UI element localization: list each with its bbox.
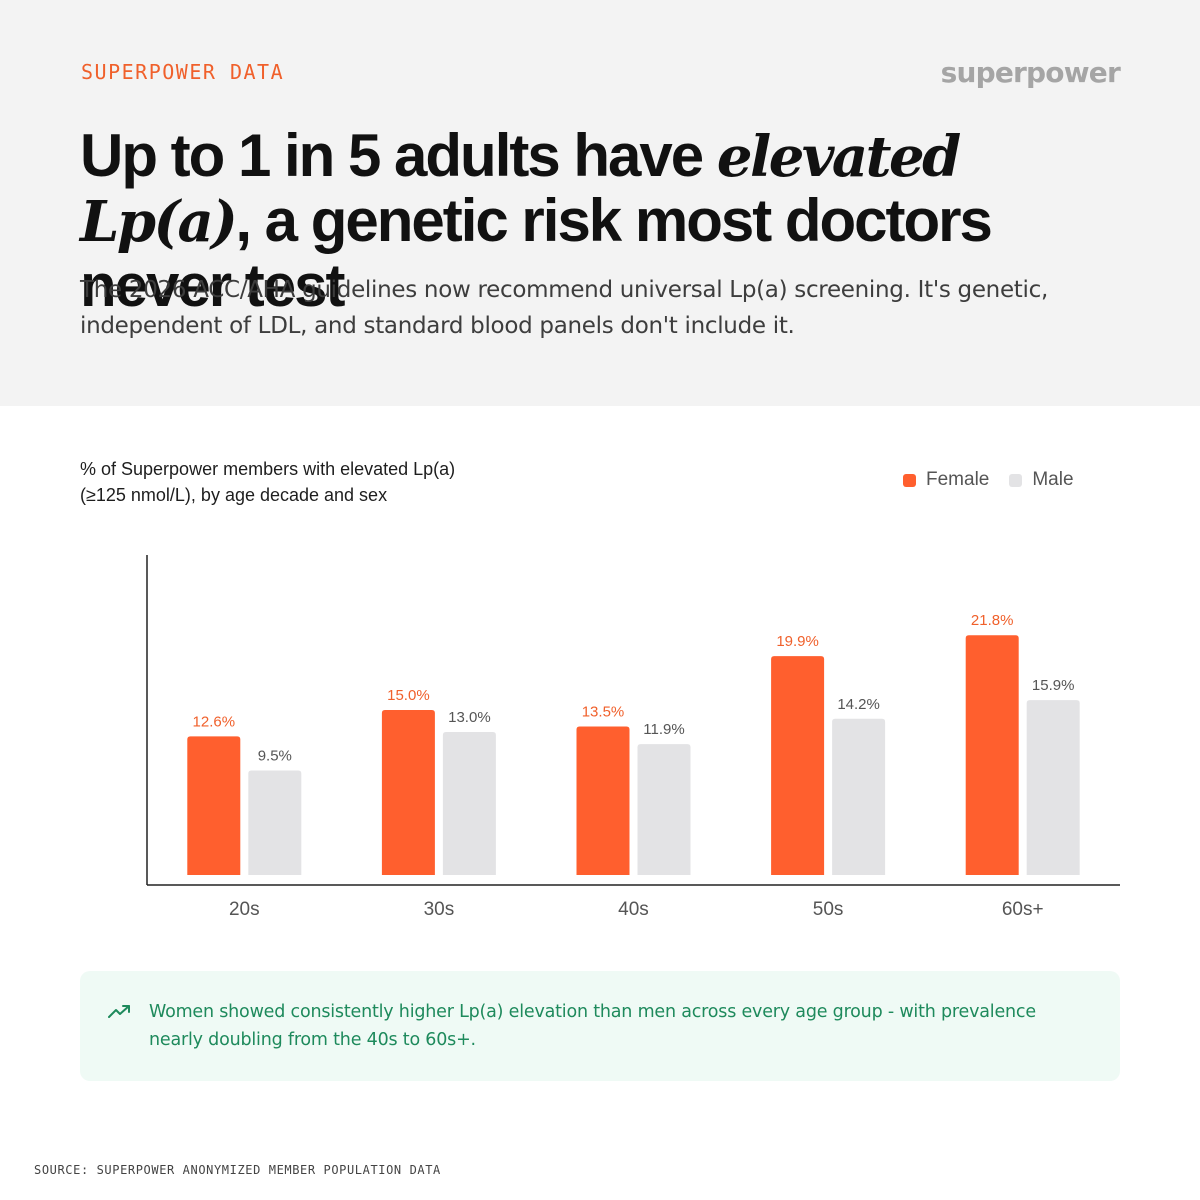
source-note: SOURCE: SUPERPOWER ANONYMIZED MEMBER POP… [34,1163,441,1177]
data-label-male-30s: 13.0% [448,709,491,726]
eyebrow-label: SUPERPOWER DATA [81,60,285,84]
data-label-male-20s: 9.5% [258,748,292,765]
headline-part1: Up to 1 in 5 adults have [80,122,717,189]
data-label-female-60s+: 21.8% [971,612,1014,629]
legend-swatch-male [1009,473,1023,487]
bar-female-60s+ [965,635,1019,875]
bar-female-40s [576,726,630,875]
insight-text: Women showed consistently higher Lp(a) e… [149,998,1049,1054]
data-label-female-30s: 15.0% [387,687,430,704]
headline: Up to 1 in 5 adults have elevated Lp(a),… [80,124,1140,318]
headline-part2: , a genetic risk most doctors never test [80,187,993,319]
x-tick-label-30s: 30s [424,899,455,920]
legend-item-male: Male [1009,469,1074,491]
data-label-male-60s+: 15.9% [1032,677,1075,694]
data-label-female-50s: 19.9% [776,633,819,650]
chart-legend: Female Male [903,469,1074,491]
insight-text-line2: nearly doubling from the 40s to 60s+. [149,1030,476,1050]
insight-text-line1: Women showed consistently higher Lp(a) e… [149,1002,1036,1022]
header-panel: SUPERPOWER DATA superpower Up to 1 in 5 … [0,0,1200,406]
bar-female-30s [381,710,435,875]
bar-chart: 12.6% 9.5% 20s 15.0% 13.0% 30s 13.5% 11.9% 40s 19… [146,555,1120,920]
legend-label-female: Female [926,469,990,490]
data-label-female-40s: 13.5% [582,704,625,721]
bar-male-60s+ [1026,700,1080,875]
legend-swatch-female [903,473,916,487]
x-tick-label-50s: 50s [813,899,844,920]
headline-emphasis: elevated Lp(a) [80,124,961,255]
chart-caption: % of Superpower members with elevated Lp… [80,456,540,508]
chart-caption-line2: (≥125 nmol/L), by age decade and sex [80,485,388,505]
bar-male-30s [442,732,496,875]
data-label-male-50s: 14.2% [837,696,880,713]
x-tick-label-60s+: 60s+ [1002,899,1044,920]
chart-caption-line1: % of Superpower members with elevated Lp… [80,459,456,479]
data-label-female-20s: 12.6% [193,713,236,730]
trending-up-icon [108,1005,130,1018]
legend-label-male: Male [1032,469,1074,490]
brand-logo: superpower [940,56,1121,89]
x-tick-label-20s: 20s [229,899,260,920]
data-label-male-40s: 11.9% [643,721,684,738]
bar-male-20s [248,770,302,875]
x-tick-label-40s: 40s [618,899,649,920]
insight-callout: Women showed consistently higher Lp(a) e… [80,971,1120,1081]
legend-item-female: Female [903,469,989,491]
subhead: The 2026 ACC/AHA guidelines now recommen… [80,277,1048,339]
bar-male-50s [832,718,886,875]
bar-male-40s [637,744,691,875]
bar-female-50s [771,656,825,875]
bar-female-20s [187,736,241,875]
